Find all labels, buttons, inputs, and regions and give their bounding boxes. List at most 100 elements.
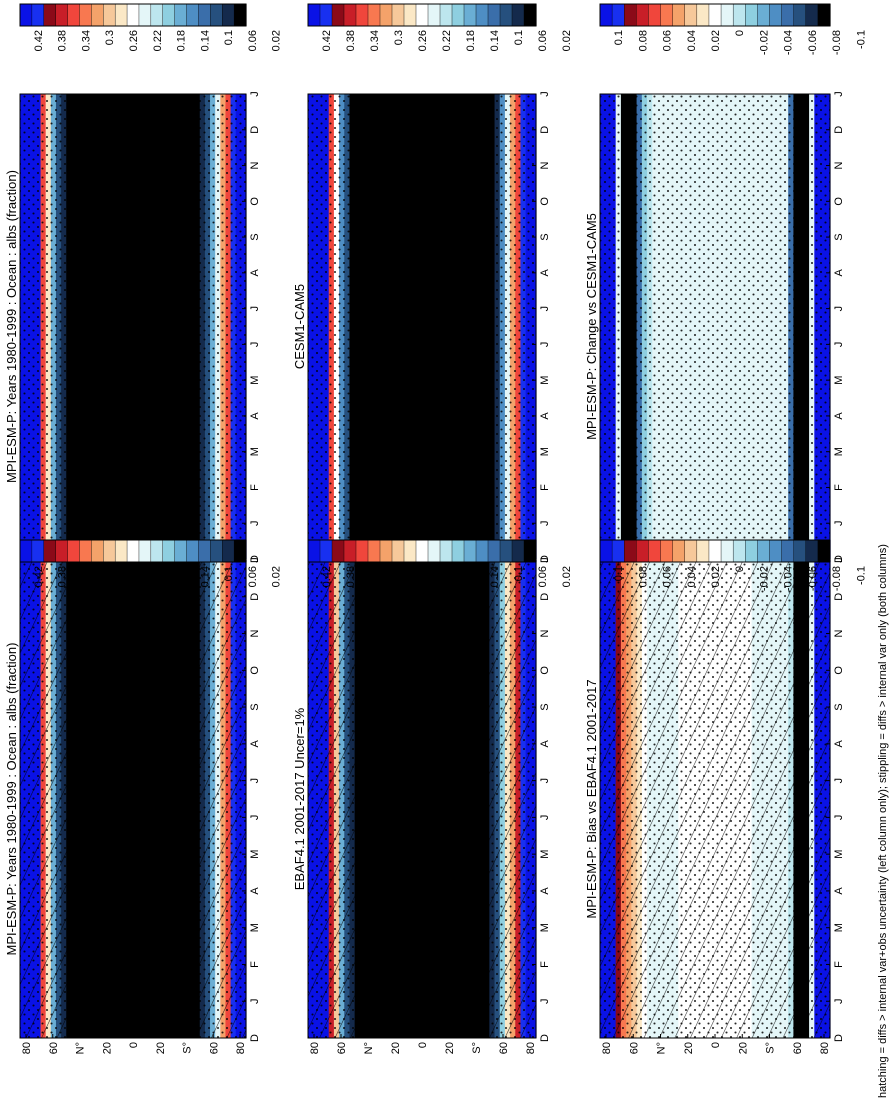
colorbar-swatch <box>769 539 783 563</box>
month-tick-label: A <box>249 412 261 420</box>
colorbar-tick-label: 0.38 <box>345 566 357 587</box>
hatching-overlay <box>600 560 830 1038</box>
colorbar-swatch <box>696 539 710 563</box>
panel-5: 80 60 N° 20 0 20 S° 60 80DJFMAMJJASONDJMPI-ESM-P… <box>584 557 845 1054</box>
colorbar-tick-label: 0.34 <box>369 30 381 51</box>
colorbar-swatch <box>684 539 698 563</box>
colorbar-swatch <box>499 3 513 27</box>
colorbar-swatch <box>805 539 819 563</box>
colorbar-swatch <box>511 3 525 27</box>
colorbar-swatch <box>451 539 465 563</box>
colorbar-swatch <box>233 3 247 27</box>
lat-tick-label: 0 <box>128 1042 140 1048</box>
colorbar-4: 0.42 0.38 0.34 0.3 0.26 0.22 0.18 0.14 0.1 0.06 0.… <box>307 539 573 587</box>
month-tick-label: F <box>249 961 261 968</box>
colorbar-swatch <box>636 539 650 563</box>
colorbar-swatch <box>198 539 211 563</box>
colorbar-tick-label: 0.1 <box>223 30 235 45</box>
lat-tick-label: 80 <box>819 1042 831 1054</box>
colorbar-tick-label: 0.38 <box>57 566 69 587</box>
colorbar-tick-label: 0 <box>734 30 746 36</box>
colorbar-swatch <box>343 539 357 563</box>
colorbar-swatch <box>781 3 795 27</box>
month-tick-label: F <box>833 961 845 968</box>
colorbar-swatch <box>126 3 140 27</box>
colorbar-tick-label: 0.06 <box>662 30 674 51</box>
colorbar-tick-label: -0.06 <box>807 30 819 55</box>
colorbar-swatch <box>817 539 831 563</box>
colorbar-tick-label: 0.02 <box>271 566 283 587</box>
colorbar-swatch <box>331 539 345 563</box>
figure-footnote: hatching = diffs > internal var+obs unce… <box>877 544 889 1098</box>
panel-title: EBAF4.1 2001-2017 Uncer=1% <box>292 707 307 890</box>
colorbar-swatch <box>19 3 33 27</box>
colorbar-swatch <box>672 3 686 27</box>
colorbar-frame <box>599 3 831 27</box>
colorbar-tick-label: 0.42 <box>33 30 45 51</box>
colorbar-swatch <box>103 539 116 563</box>
colorbar-swatch <box>757 539 771 563</box>
month-tick-label: J <box>833 778 845 784</box>
colorbar-2: 0.1 0.08 0.06 0.04 0.02 0 -0.02 -0.04 -0.06 -0.08… <box>599 3 867 55</box>
lat-tick-label: N° <box>656 1042 668 1054</box>
lat-tick-label: 60 <box>792 1042 804 1054</box>
month-tick-label: D <box>539 555 551 563</box>
colorbar-swatch <box>91 3 104 27</box>
colorbar-swatch <box>31 3 45 27</box>
month-tick-label: M <box>833 376 845 385</box>
month-tick-label: S <box>249 233 261 240</box>
lat-tick-labels: 80 60 N° 20 0 20 S° 60 80 <box>21 1034 247 1054</box>
month-tick-label: J <box>833 91 845 97</box>
month-tick-label: M <box>539 850 551 859</box>
month-tick-label: J <box>249 91 261 97</box>
month-tick-label: S <box>833 233 845 240</box>
month-tick-label: O <box>249 666 261 675</box>
colorbar-swatch <box>210 3 223 27</box>
colorbar-swatch <box>439 539 453 563</box>
colorbar-swatch <box>138 539 152 563</box>
colorbar-tick-label: 0 <box>734 566 746 572</box>
month-tick-label: S <box>833 703 845 710</box>
colorbar-tick-label: 0.26 <box>128 566 140 587</box>
month-tick-label: M <box>249 923 261 932</box>
colorbar-swatch <box>624 3 637 27</box>
panel-0: 8060N°20020S°6080DJFMAMJJASONDJMPI-ESM-P… <box>4 91 261 575</box>
panel-title: MPI-ESM-P: Years 1980-1999 : Ocean : alb… <box>4 170 19 483</box>
month-tick-label: A <box>539 412 551 420</box>
colorbar-frame <box>307 3 537 27</box>
stippling-overlay <box>600 94 830 559</box>
colorbar-3: 0.42 0.38 0.34 0.3 0.26 0.22 0.18 0.14 0.1 0.06 0.… <box>19 539 283 587</box>
month-tick-label: M <box>539 376 551 385</box>
colorbar-swatch <box>611 539 625 563</box>
month-tick-label: J <box>833 998 845 1004</box>
month-tick-label: M <box>539 923 551 932</box>
colorbar-tick-label: 0.3 <box>104 566 116 581</box>
colorbar-tick-label: 0.26 <box>417 30 429 51</box>
month-tick-label: S <box>249 703 261 710</box>
colorbar-tick-label: 0.04 <box>686 30 698 51</box>
colorbar-tick-label: 0.34 <box>369 566 381 587</box>
colorbar-swatch <box>660 3 674 27</box>
colorbar-swatch <box>114 3 128 27</box>
colorbar-tick-label: 0.1 <box>513 30 525 45</box>
month-tick-label: J <box>249 557 261 563</box>
colorbar-tick-label: -0.08 <box>831 30 843 55</box>
month-tick-label: J <box>833 815 845 821</box>
lat-tick-label: 80 <box>235 1042 247 1054</box>
colorbar-tick-label: 0.14 <box>489 566 501 587</box>
colorbar-1: 0.42 0.38 0.34 0.3 0.26 0.22 0.18 0.14 0.1 0.06 0.… <box>307 3 573 51</box>
colorbar-swatch <box>769 3 783 27</box>
colorbar-swatch <box>415 3 429 27</box>
month-tick-label: A <box>249 887 261 895</box>
colorbar-tick-label: 0.06 <box>247 30 259 51</box>
lat-tick-label: 20 <box>390 1042 402 1054</box>
colorbar-swatch <box>343 3 357 27</box>
colorbar-tick-label: 0.22 <box>152 566 164 587</box>
lat-tick-label: 60 <box>628 1042 640 1054</box>
month-tick-label: O <box>539 197 551 206</box>
